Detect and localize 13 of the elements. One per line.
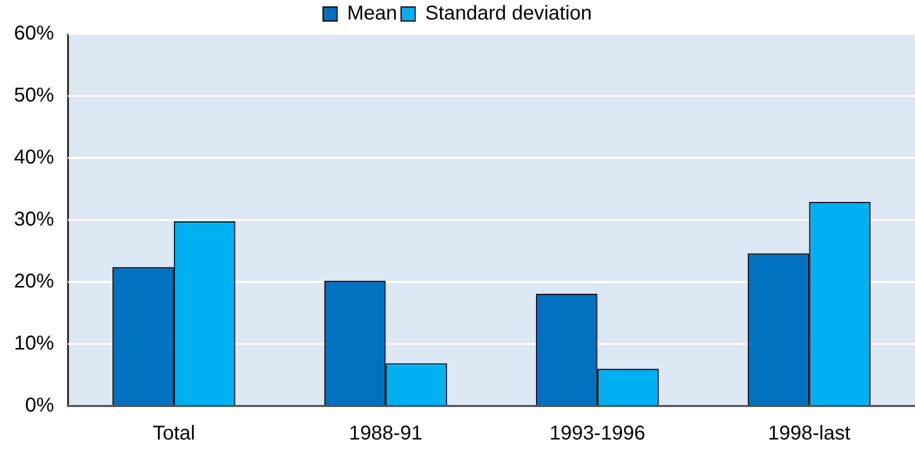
y-tick-label: 10% bbox=[14, 332, 54, 355]
y-tick-label: 60% bbox=[14, 22, 54, 45]
x-tick-label: 1998-last bbox=[768, 422, 851, 445]
y-tick-label: 20% bbox=[14, 270, 54, 293]
y-tick-label: 40% bbox=[14, 146, 54, 169]
x-tick-label: Total bbox=[152, 422, 196, 445]
y-tick-label: 30% bbox=[14, 208, 54, 231]
y-tick-label: 0% bbox=[25, 394, 54, 417]
legend-label: Standard deviation bbox=[425, 2, 592, 25]
x-tick-label: 1993-1996 bbox=[550, 422, 646, 445]
y-tick-label: 50% bbox=[14, 84, 54, 107]
legend-label: Mean bbox=[347, 2, 398, 25]
x-tick-label: 1988-91 bbox=[348, 422, 422, 445]
